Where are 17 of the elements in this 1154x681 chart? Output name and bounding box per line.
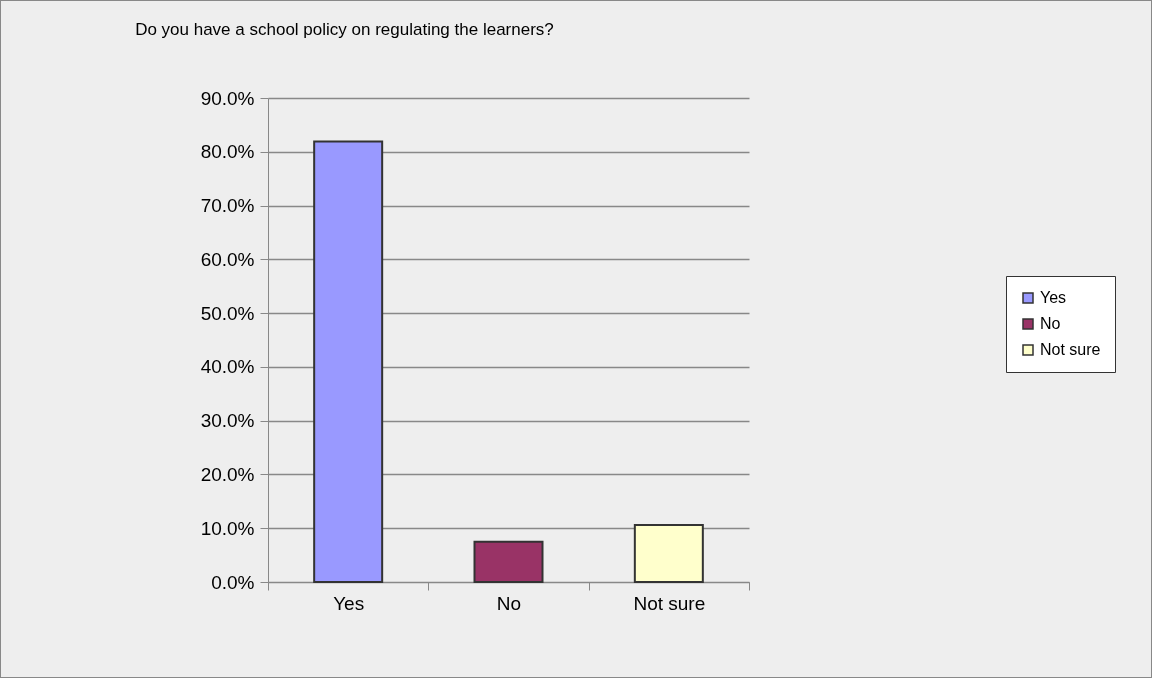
y-tick-label: 80.0%: [200, 141, 255, 163]
y-tick-label: 20.0%: [200, 463, 255, 485]
x-tick-label: No: [496, 592, 522, 614]
y-tick-label: 50.0%: [200, 302, 255, 324]
y-tick-label: 90.0%: [200, 87, 255, 109]
chart-title: Do you have a school policy on regulating the learners?: [135, 20, 554, 39]
y-tick-label: 30.0%: [200, 410, 255, 432]
x-tick-label: Not sure: [633, 592, 706, 614]
y-tick-label: 60.0%: [200, 248, 255, 270]
y-tick-label: 40.0%: [200, 356, 255, 378]
legend-label: Not sure: [1040, 341, 1101, 358]
y-tick-label: 10.0%: [200, 517, 255, 539]
y-tick-label: 70.0%: [200, 195, 255, 217]
legend-label: No: [1040, 315, 1061, 332]
y-tick-label: 0.0%: [211, 571, 255, 593]
legend-label: Yes: [1040, 289, 1067, 306]
x-tick-label: Yes: [333, 592, 365, 614]
